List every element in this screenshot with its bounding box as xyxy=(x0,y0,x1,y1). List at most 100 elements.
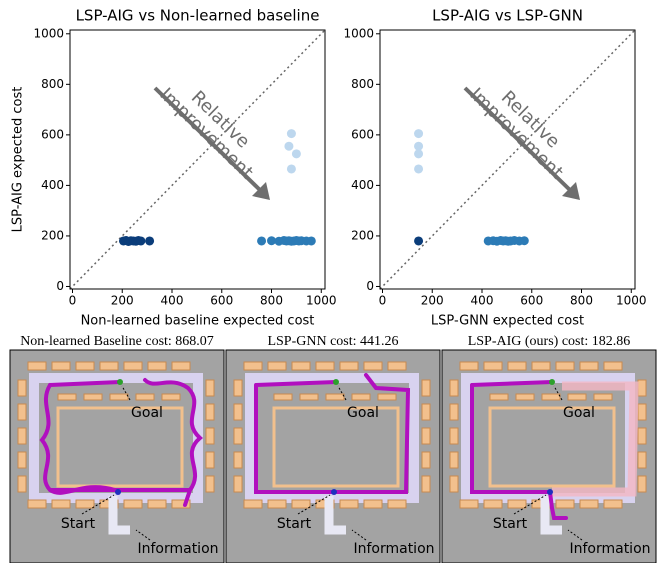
x-tick-label: 400 xyxy=(471,294,494,308)
goal-label: Goal xyxy=(131,405,163,421)
wall xyxy=(339,499,359,509)
wall xyxy=(325,393,345,401)
wall xyxy=(637,379,647,397)
wall xyxy=(243,361,263,371)
wall xyxy=(593,393,613,401)
map-title: LSP-AIG (ours) cost: 182.86 xyxy=(468,334,631,349)
wall xyxy=(267,499,287,509)
robot-path xyxy=(39,378,204,507)
map-title: Non-learned Baseline cost: 868.07 xyxy=(20,334,214,349)
wall xyxy=(27,361,47,371)
y-tick-label: 800 xyxy=(41,77,64,91)
goal-marker xyxy=(549,379,555,385)
point xyxy=(286,164,296,174)
wall xyxy=(205,475,215,493)
x-axis-label: Non-learned baseline expected cost xyxy=(81,314,315,329)
info-pointer xyxy=(351,529,367,541)
goal-pointer xyxy=(553,385,563,401)
wall xyxy=(387,499,407,509)
y-tick-label: 600 xyxy=(351,127,374,141)
wall xyxy=(555,361,575,371)
wall xyxy=(171,361,191,371)
map-title: LSP-GNN cost: 441.26 xyxy=(267,334,398,349)
wall xyxy=(363,361,383,371)
robot-path xyxy=(254,373,411,494)
info-corridor xyxy=(108,496,130,535)
x-tick-label: 200 xyxy=(111,294,134,308)
point xyxy=(145,236,155,246)
point xyxy=(291,149,301,159)
wall xyxy=(205,403,215,421)
wall xyxy=(315,361,335,371)
old-path xyxy=(552,381,639,497)
wall xyxy=(459,361,479,371)
info-corridor xyxy=(324,496,346,535)
wall xyxy=(483,361,503,371)
wall xyxy=(421,379,431,397)
point xyxy=(257,236,267,246)
map-panel xyxy=(225,349,441,563)
point xyxy=(414,129,424,139)
wall xyxy=(75,361,95,371)
goal-label: Goal xyxy=(563,405,595,421)
x-tick-label: 1000 xyxy=(306,294,337,308)
inner-room xyxy=(272,406,400,488)
map-panel xyxy=(441,349,657,563)
point xyxy=(306,236,316,246)
goal-label: Goal xyxy=(347,405,379,421)
wall xyxy=(291,361,311,371)
wall xyxy=(51,499,71,509)
wall xyxy=(205,427,215,445)
x-tick-label: 1000 xyxy=(616,294,647,308)
diagonal xyxy=(379,29,636,290)
start-label: Start xyxy=(493,516,528,532)
wall xyxy=(637,427,647,445)
robot-path xyxy=(470,380,568,520)
x-tick-label: 800 xyxy=(260,294,283,308)
wall xyxy=(51,361,71,371)
point xyxy=(136,236,146,246)
wall xyxy=(123,499,143,509)
arrow-head xyxy=(562,182,580,200)
wall xyxy=(147,361,167,371)
wall xyxy=(363,499,383,509)
wall xyxy=(135,393,155,401)
wall xyxy=(541,393,561,401)
point xyxy=(414,149,424,159)
wall xyxy=(377,393,397,401)
wall xyxy=(243,499,263,509)
wall xyxy=(421,403,431,421)
start-marker xyxy=(115,489,121,495)
wall xyxy=(109,393,129,401)
wall xyxy=(291,499,311,509)
chart-title: LSP-AIG vs LSP-GNN xyxy=(432,7,583,25)
x-axis-label: LSP-GNN expected cost xyxy=(431,314,584,329)
wall xyxy=(567,393,587,401)
wall xyxy=(17,451,27,469)
wall xyxy=(449,403,459,421)
wall xyxy=(555,499,575,509)
x-tick-label: 0 xyxy=(379,294,387,308)
wall xyxy=(449,475,459,493)
wall xyxy=(75,499,95,509)
inner-room xyxy=(488,406,616,488)
wall xyxy=(339,361,359,371)
wall xyxy=(17,379,27,397)
arrow-shaft xyxy=(153,86,264,194)
wall xyxy=(637,451,647,469)
point xyxy=(284,141,294,151)
information-label: Information xyxy=(137,541,218,557)
wall xyxy=(171,499,191,509)
y-tick-label: 1000 xyxy=(33,26,64,40)
y-tick-label: 200 xyxy=(41,228,64,242)
wall xyxy=(99,361,119,371)
wall xyxy=(161,393,181,401)
start-marker xyxy=(331,489,337,495)
y-axis-label: LSP-AIG expected cost xyxy=(11,87,26,233)
arrow-head xyxy=(252,182,270,200)
wall xyxy=(387,361,407,371)
wall xyxy=(299,393,319,401)
wall xyxy=(449,451,459,469)
point xyxy=(414,236,424,246)
diagonal xyxy=(69,29,326,290)
